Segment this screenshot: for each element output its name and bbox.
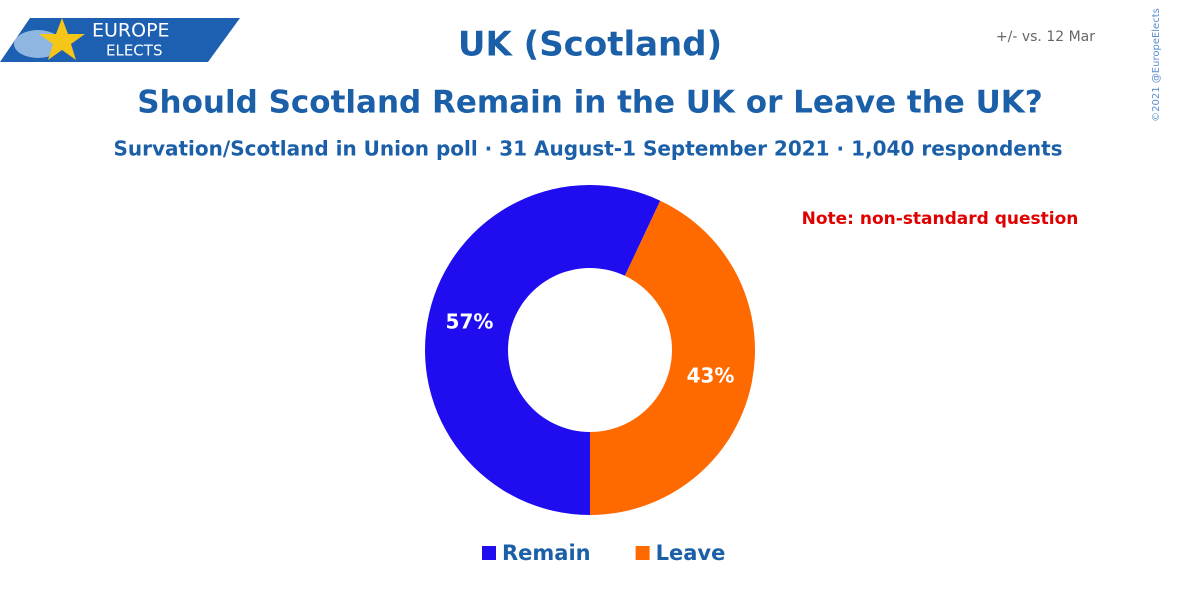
legend-swatch [635, 546, 650, 560]
legend-label: Remain [502, 541, 591, 565]
slice [590, 200, 755, 515]
logo: EUROPE ELECTS [0, 18, 240, 62]
legend-swatch [482, 546, 496, 560]
logo-text: ELECTS [106, 42, 162, 60]
slice [424, 184, 661, 515]
data-label: 57% [446, 310, 494, 334]
data-label: 43% [687, 363, 735, 387]
logo-star [39, 18, 85, 60]
chart-caption: Survation/Scotland in Union poll · 31 Au… [113, 137, 1062, 161]
legend-label: Leave [656, 541, 726, 565]
credit: ©2021 @EuropeElects [1151, 8, 1162, 122]
chart-note: Note: non-standard question [802, 209, 1079, 229]
logo-text: EUROPE [92, 20, 170, 42]
chart-title: UK (Scotland) [458, 25, 722, 65]
chart-subtitle: Should Scotland Remain in the UK or Leav… [137, 85, 1043, 121]
comparison-note: +/- vs. 12 Mar [996, 29, 1095, 45]
